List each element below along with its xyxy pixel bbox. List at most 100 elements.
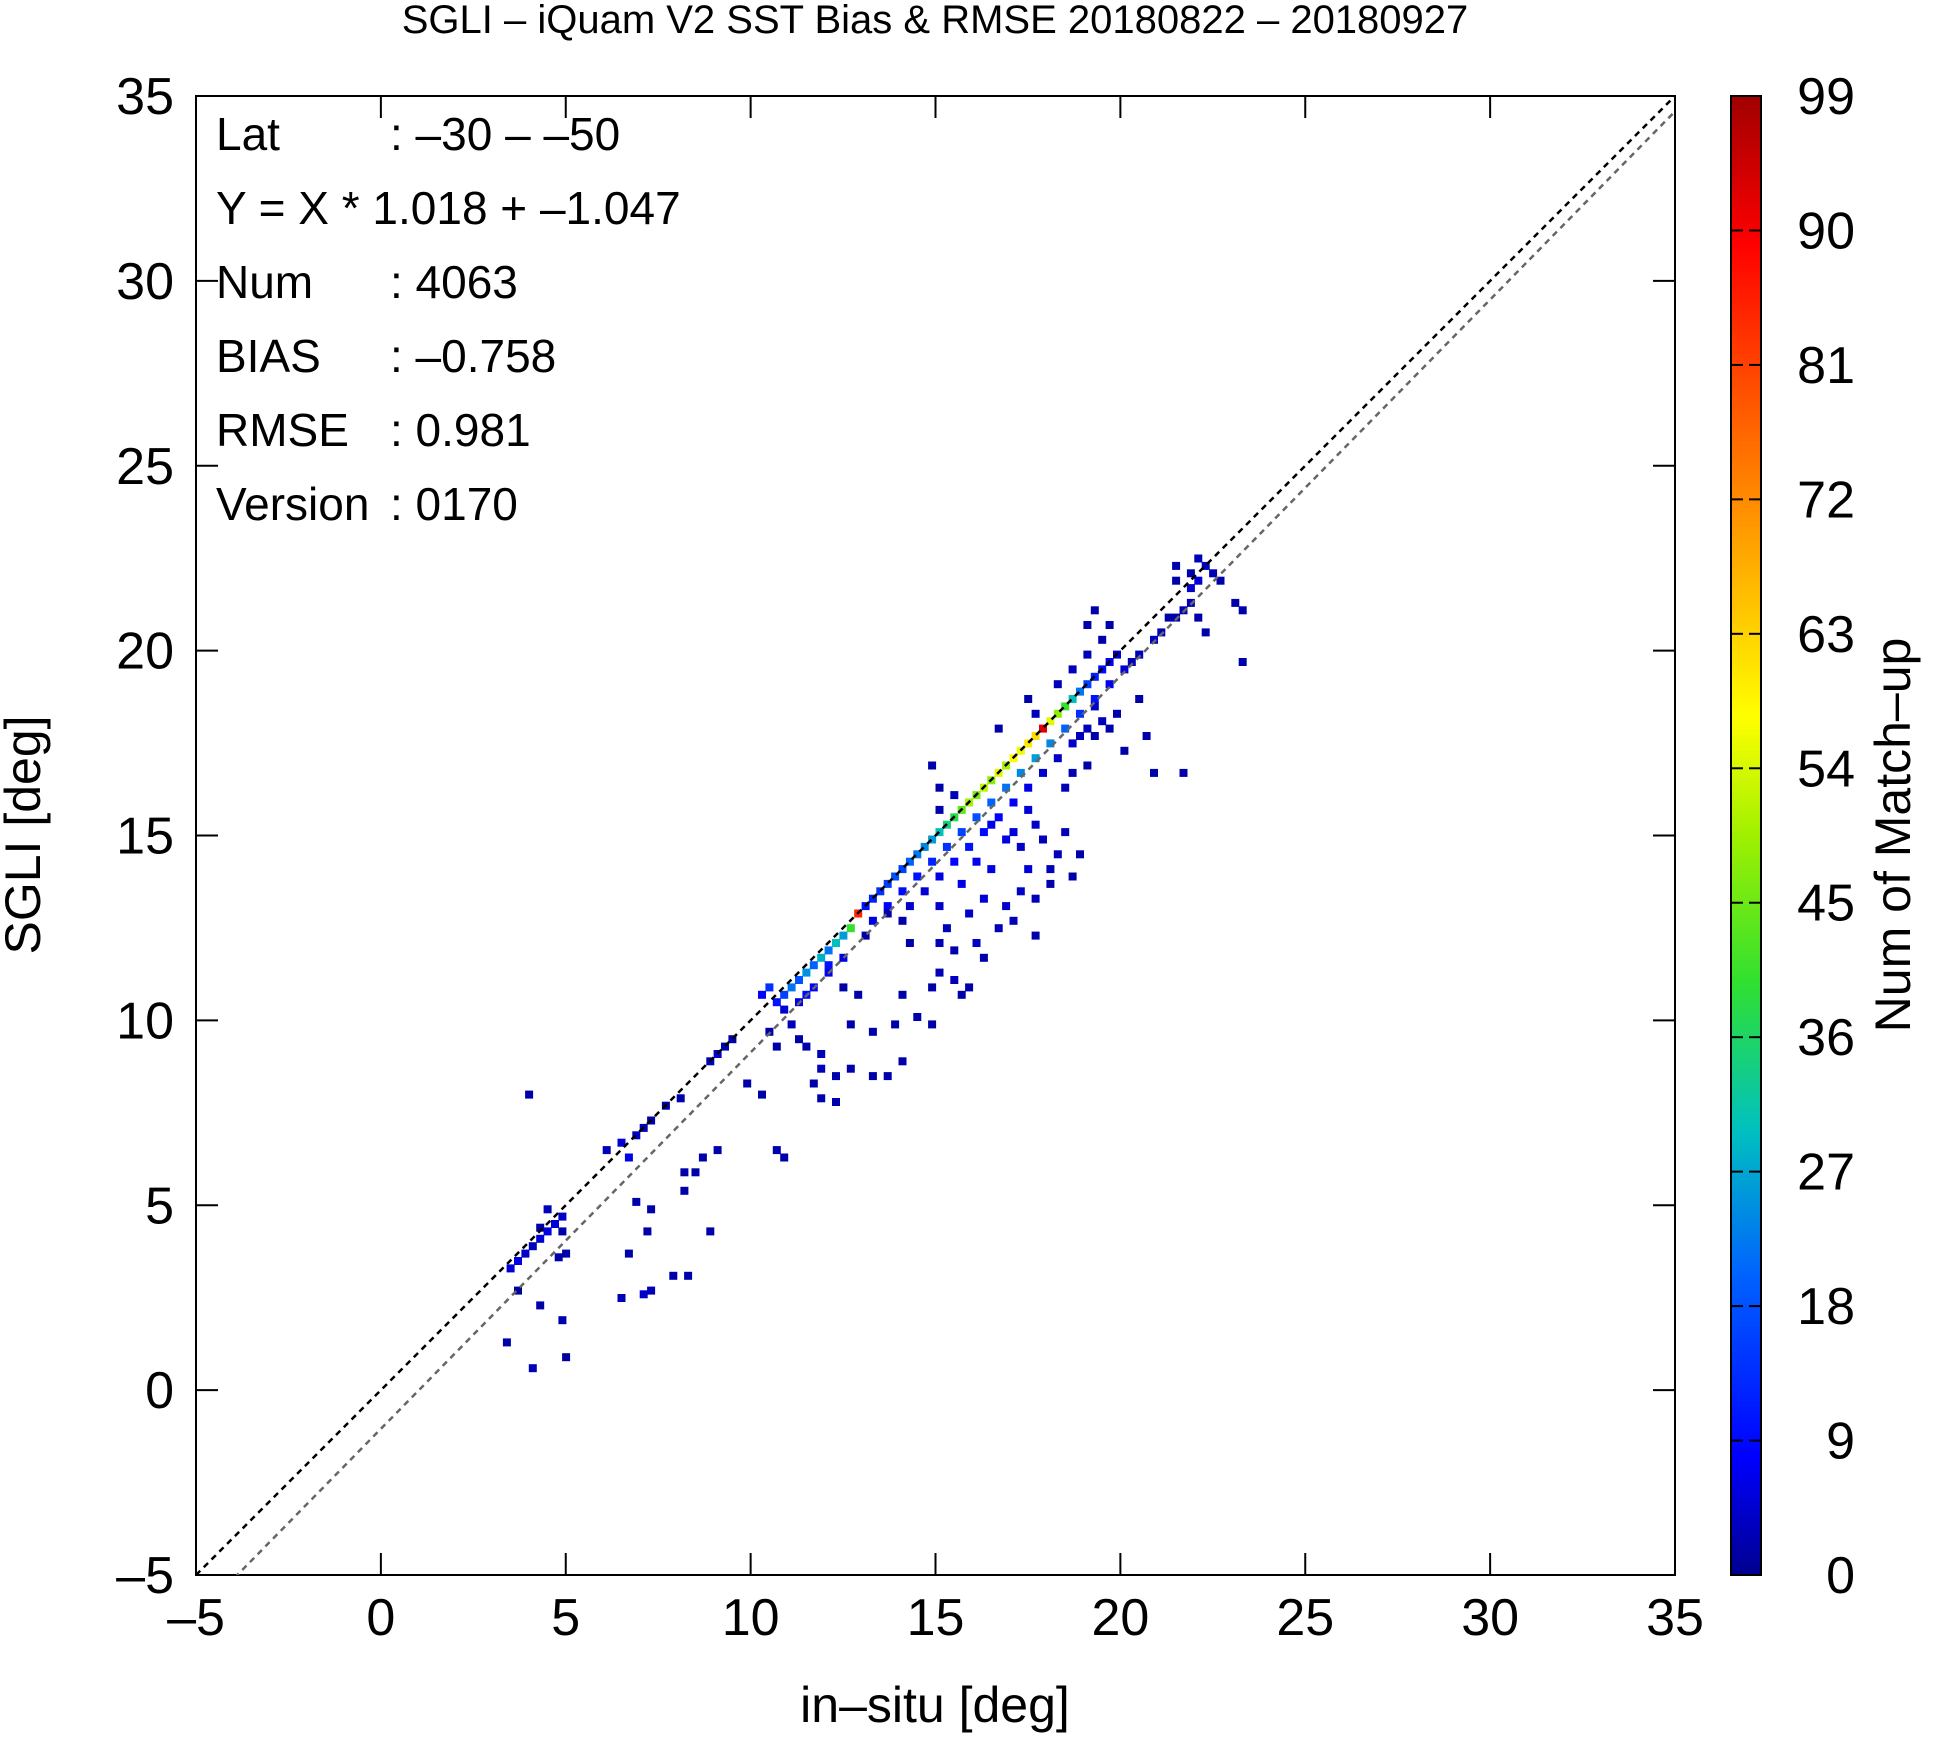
heatmap-cell [676,1094,685,1103]
heatmap-cell [883,1072,892,1081]
heatmap-cell [920,887,929,896]
heatmap-cell [935,872,944,881]
x-tick-label: 15 [907,1589,965,1647]
heatmap-cell [817,1050,826,1058]
heatmap-cell [765,983,774,992]
colorbar-tick-label: 72 [1797,471,1855,529]
heatmap-cell [1142,732,1151,740]
heatmap-cell [824,946,833,955]
heatmap-cell [868,916,877,925]
stat-value: : –0.758 [390,330,556,382]
heatmap-cell [1186,584,1195,593]
heatmap-cell [1031,931,1040,940]
heatmap-cell [1150,768,1158,777]
heatmap-cell [950,857,959,866]
heatmap-cell [928,1020,937,1029]
heatmap-cell [898,887,907,896]
heatmap-cell [883,902,892,911]
heatmap-cell [1113,709,1121,718]
heatmap-cell [987,865,996,874]
heatmap-cell [632,1131,641,1140]
heatmap-cell [632,1197,641,1206]
heatmap-cell [1216,576,1225,585]
heatmap-cell [928,983,937,992]
heatmap-cell [506,1264,515,1273]
heatmap-cell [617,1294,626,1302]
heatmap-cell [1172,561,1181,570]
heatmap-cell [1090,606,1099,615]
heatmap-cell [1076,687,1084,696]
heatmap-cell [1083,680,1092,689]
heatmap-cell [1031,732,1040,740]
heatmap-cell [639,1290,648,1299]
heatmap-cell [1002,783,1011,792]
heatmap-cell [706,1227,715,1236]
heatmap-cell [994,924,1003,933]
heatmap-cell [772,1042,781,1051]
colorbar-tick-label: 45 [1797,875,1855,933]
heatmap-cell [913,850,922,859]
heatmap-cell [868,1072,877,1081]
heatmap-cell [1098,635,1107,644]
x-tick-label: –5 [167,1589,225,1647]
heatmap-cell [1120,746,1129,755]
heatmap-cell [942,842,951,851]
colorbar-tick-label: 54 [1797,740,1855,798]
colorbar-tick-label: 9 [1826,1413,1855,1471]
heatmap-cell [832,1072,840,1081]
heatmap-cell [846,1064,855,1073]
heatmap-cell [905,857,914,866]
colorbar [1730,95,1762,1576]
heatmap-cell [1016,768,1025,777]
heatmap-cell [721,1042,729,1051]
heatmap-cell [1068,872,1077,881]
heatmap-cell [824,961,833,970]
heatmap-cell [647,1205,656,1214]
y-tick-label: 25 [116,438,174,496]
heatmap-cell [950,791,959,800]
x-tick-label: 0 [366,1589,395,1647]
heatmap-cell [536,1223,545,1232]
heatmap-cell [950,946,959,955]
heatmap-cell [502,1338,511,1347]
heatmap-cell [647,1286,656,1295]
heatmap-cell [876,887,885,896]
heatmap-cell [772,998,781,1007]
stat-label: BIAS [216,330,321,382]
heatmap-cell [1105,680,1114,689]
heatmap-cell [1238,606,1247,615]
heatmap-cell [1002,835,1011,844]
heatmap-cell [883,879,892,888]
heatmap-cell [1068,768,1077,777]
heatmap-cell [957,990,966,999]
heatmap-cell [669,1271,678,1280]
heatmap-cell [965,909,974,918]
stat-label: Num [216,256,313,308]
heatmap-cell [684,1271,693,1280]
heatmap-cell [543,1227,552,1236]
heatmap-cell [883,909,892,918]
heatmap-cell [1061,828,1070,837]
heatmap-cell [1061,783,1070,792]
heatmap-cell [780,1153,789,1162]
y-tick-label: 0 [145,1362,174,1420]
heatmap-cell [839,953,848,962]
heatmap-cell [528,1364,537,1373]
heatmap-cell [514,1286,522,1295]
y-tick-label: 15 [116,808,174,866]
heatmap-cell [928,857,937,866]
stat-value: : –30 – –50 [390,108,620,160]
colorbar-tick-label: 36 [1797,1009,1855,1067]
y-tick-label: 5 [145,1177,174,1235]
heatmap-cell [1238,658,1247,666]
heatmap-cell [854,990,863,999]
heatmap-cell [817,1064,826,1073]
heatmap-cell [898,865,907,874]
heatmap-cell [1194,613,1203,622]
heatmap-cell [1009,916,1018,925]
heatmap-cell [536,1301,545,1310]
heatmap-cell [1053,680,1062,689]
heatmap-cell [979,953,988,962]
colorbar-label: Num of Match–up [1865,638,1921,1033]
heatmap-cell [1039,724,1047,733]
